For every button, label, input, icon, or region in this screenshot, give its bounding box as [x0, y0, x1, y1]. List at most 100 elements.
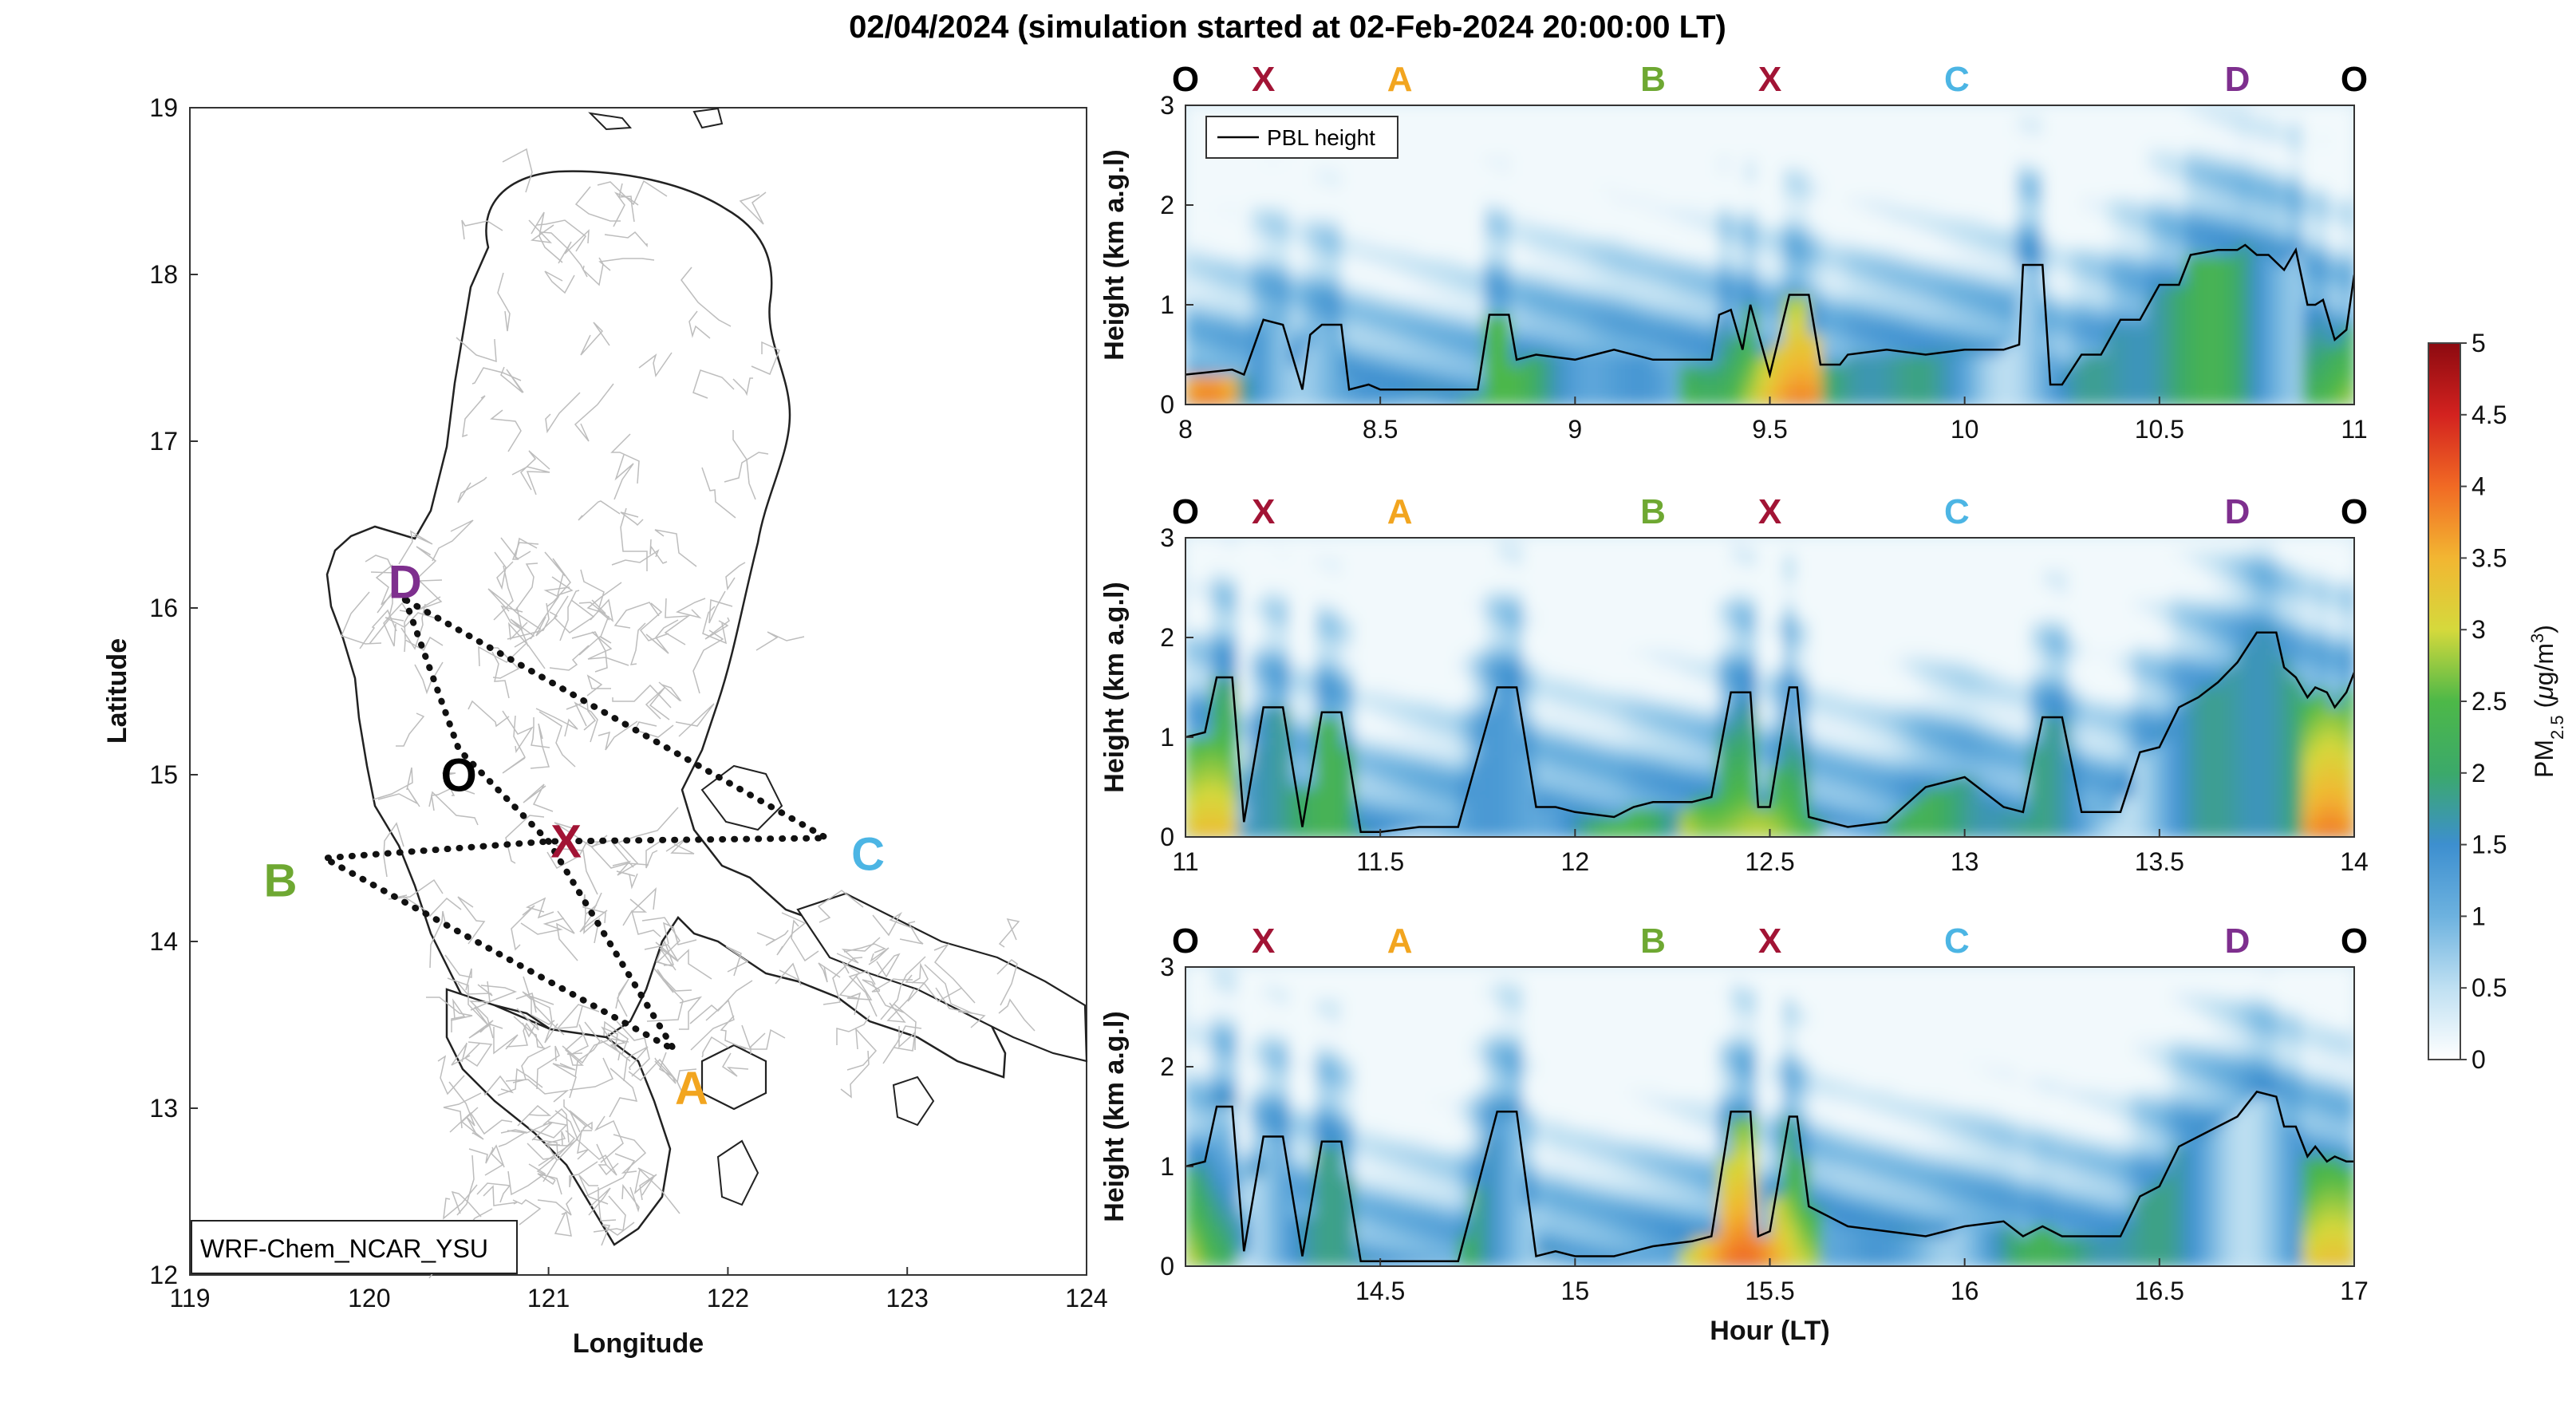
field-cell — [1965, 176, 1978, 187]
field-cell — [2302, 325, 2316, 336]
field-cell — [1874, 697, 1888, 708]
field-cell — [1458, 275, 1472, 286]
field-cell — [1198, 787, 1212, 799]
field-cell — [2224, 285, 2238, 296]
field-cell — [1731, 757, 1745, 768]
field-cell — [1355, 215, 1368, 227]
field-cell — [2030, 305, 2043, 316]
field-cell — [1198, 195, 1212, 207]
field-cell — [1926, 225, 1939, 236]
field-cell — [1289, 538, 1303, 549]
field-cell — [2017, 817, 2030, 828]
field-cell — [1666, 385, 1679, 396]
field-cell — [1899, 295, 1913, 306]
field-cell — [1523, 628, 1537, 639]
field-cell — [1198, 385, 1212, 396]
field-cell — [1276, 797, 1290, 808]
field-cell — [1432, 677, 1446, 689]
field-cell — [2147, 385, 2160, 396]
field-cell — [2263, 345, 2277, 356]
field-cell — [1731, 748, 1745, 759]
field-cell — [1355, 285, 1368, 296]
field-cell — [1406, 618, 1420, 629]
field-cell — [1718, 105, 1731, 116]
field-cell — [1692, 668, 1706, 679]
field-cell — [2147, 125, 2160, 136]
field-cell — [1913, 265, 1927, 276]
field-cell — [1537, 205, 1550, 216]
field-cell — [1185, 787, 1199, 799]
field-cell — [1744, 165, 1757, 176]
field-cell — [1640, 105, 1654, 116]
field-cell — [1341, 807, 1355, 819]
field-cell — [1731, 677, 1745, 689]
field-cell — [1965, 588, 1978, 599]
field-cell — [1848, 176, 1861, 187]
field-cell — [1367, 215, 1381, 227]
field-cell — [1419, 668, 1433, 679]
field-cell — [1718, 235, 1731, 247]
field-cell — [1446, 215, 1459, 227]
field-cell — [1458, 648, 1472, 659]
field-cell — [1419, 365, 1433, 376]
field-cell — [1640, 205, 1654, 216]
field-cell — [1666, 688, 1679, 699]
field-cell — [1406, 757, 1420, 768]
field-cell — [1510, 365, 1524, 376]
field-cell — [1367, 697, 1381, 708]
field-cell — [2315, 325, 2329, 336]
field-cell — [1666, 215, 1679, 227]
field-cell — [2172, 235, 2186, 247]
field-cell — [1653, 608, 1667, 619]
field-cell — [2030, 195, 2043, 207]
field-cell — [1380, 628, 1394, 639]
field-cell — [1718, 395, 1731, 406]
field-cell — [1874, 737, 1888, 748]
field-cell — [1718, 608, 1731, 619]
field-cell — [1796, 156, 1809, 167]
field-cell — [1601, 777, 1615, 788]
field-cell — [1614, 335, 1627, 346]
field-cell — [2094, 355, 2108, 366]
field-cell — [1537, 768, 1550, 779]
field-cell — [1225, 225, 1238, 236]
field-cell — [2160, 255, 2173, 266]
field-cell — [1835, 285, 1848, 296]
field-cell — [2211, 295, 2225, 306]
field-cell — [1899, 225, 1913, 236]
field-cell — [1212, 618, 1225, 629]
field-cell — [1341, 235, 1355, 247]
field-cell — [2147, 345, 2160, 356]
field-cell — [2328, 355, 2341, 366]
field-cell — [1185, 125, 1199, 136]
field-cell — [1679, 195, 1693, 207]
field-cell — [1380, 737, 1394, 748]
field-cell — [1575, 205, 1588, 216]
field-cell — [1303, 578, 1316, 589]
field-cell — [1899, 145, 1913, 156]
field-cell — [1744, 285, 1757, 296]
field-cell — [1640, 275, 1654, 286]
field-cell — [1860, 817, 1874, 828]
field-cell — [1185, 648, 1199, 659]
field-cell — [1355, 697, 1368, 708]
field-cell — [1225, 275, 1238, 286]
field-cell — [1757, 657, 1770, 669]
field-cell — [1653, 817, 1667, 828]
field-cell — [1471, 817, 1485, 828]
field-cell — [1640, 176, 1654, 187]
field-cell — [2185, 156, 2199, 167]
field-cell — [1446, 275, 1459, 286]
field-cell — [1757, 677, 1770, 689]
field-cell — [1198, 285, 1212, 296]
field-cell — [1978, 165, 1991, 176]
field-cell — [1887, 728, 1900, 739]
field-cell — [1575, 156, 1588, 167]
field-cell — [2185, 275, 2199, 286]
field-cell — [1406, 538, 1420, 549]
field-cell — [1316, 235, 1329, 247]
field-cell — [1653, 145, 1667, 156]
field-cell — [1537, 275, 1550, 286]
field-cell — [1303, 265, 1316, 276]
field-cell — [1575, 335, 1588, 346]
